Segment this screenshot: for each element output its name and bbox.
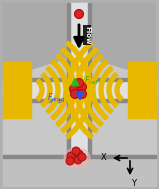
- Bar: [70, 3, 88, 81]
- Wedge shape: [56, 54, 76, 126]
- Wedge shape: [36, 79, 44, 101]
- Circle shape: [75, 9, 83, 19]
- Circle shape: [75, 78, 83, 88]
- Wedge shape: [99, 66, 113, 114]
- Circle shape: [78, 153, 86, 161]
- Bar: [128, 62, 156, 118]
- Bar: [3, 81, 67, 99]
- Bar: [67, 99, 70, 158]
- Wedge shape: [51, 60, 68, 120]
- Wedge shape: [66, 41, 92, 139]
- Bar: [67, 78, 91, 102]
- Circle shape: [77, 90, 86, 98]
- Wedge shape: [107, 73, 118, 107]
- Wedge shape: [83, 54, 103, 126]
- Wedge shape: [46, 66, 60, 114]
- Circle shape: [75, 150, 83, 158]
- Circle shape: [72, 147, 80, 155]
- Circle shape: [67, 152, 75, 160]
- Wedge shape: [41, 73, 52, 107]
- Ellipse shape: [64, 148, 90, 168]
- Bar: [91, 81, 156, 99]
- Wedge shape: [61, 47, 84, 132]
- Bar: [67, 3, 70, 81]
- Text: X: X: [101, 153, 107, 161]
- Bar: [88, 78, 156, 81]
- Bar: [3, 99, 70, 102]
- Bar: [88, 99, 91, 158]
- Bar: [3, 78, 70, 81]
- Circle shape: [66, 157, 74, 165]
- Bar: [3, 62, 31, 118]
- Wedge shape: [75, 47, 98, 132]
- Bar: [3, 155, 156, 186]
- Bar: [3, 155, 156, 158]
- Bar: [88, 3, 91, 81]
- Wedge shape: [115, 79, 123, 101]
- Circle shape: [70, 90, 80, 98]
- Circle shape: [69, 84, 79, 94]
- Text: $F_{\rm drag}$: $F_{\rm drag}$: [47, 91, 65, 105]
- Text: Y: Y: [131, 178, 136, 187]
- Text: Flow: Flow: [84, 26, 90, 44]
- Bar: [70, 99, 88, 155]
- Text: $F_{\rm rad}$: $F_{\rm rad}$: [84, 75, 99, 87]
- Circle shape: [74, 156, 82, 164]
- Bar: [3, 3, 156, 158]
- Bar: [88, 99, 156, 102]
- Polygon shape: [3, 3, 67, 78]
- Polygon shape: [91, 3, 156, 78]
- Wedge shape: [91, 60, 108, 120]
- Circle shape: [77, 83, 86, 91]
- Wedge shape: [67, 41, 93, 139]
